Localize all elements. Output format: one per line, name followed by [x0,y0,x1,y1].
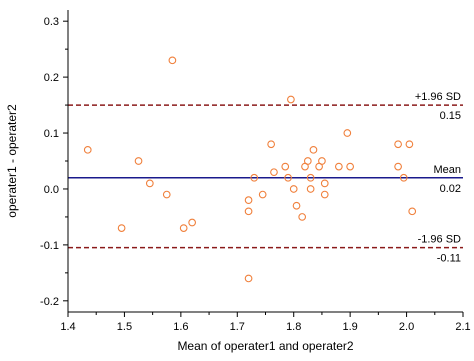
data-point [250,173,259,182]
y-tick-label: 0.3 [44,16,59,28]
data-point [117,224,126,232]
x-tick-label: 1.4 [60,321,75,333]
y-tick-label: 0.1 [44,128,59,140]
reference-lines-group [68,104,463,249]
x-axis-label: Mean of operater1 and operater2 [177,339,353,353]
data-point [284,173,292,182]
data-point [298,213,307,221]
x-tick-label: 1.7 [230,321,245,333]
data-point [289,185,298,193]
data-point [83,145,92,154]
data-point [335,162,343,171]
reference-value-1-96-sd: 0.15 [440,110,461,122]
reference-value-1-96-sd: -0.11 [437,253,461,265]
data-point [270,168,278,177]
reference-labels-group: +1.96 SD 0.15 Mean 0.02 -1.96 SD -0.11 [415,91,461,265]
reference-label-1-96-sd: +1.96 SD [415,91,461,103]
data-point [399,173,408,182]
reference-label-mean: Mean [433,164,461,176]
data-point [394,162,402,171]
x-tick-label: 1.6 [173,321,188,333]
data-point [408,207,417,216]
data-point [309,145,318,154]
x-tick-label: 2.1 [455,321,470,333]
data-point [318,157,326,165]
x-tick-label: 1.5 [117,321,132,333]
y-tick-label: -0.2 [40,296,59,308]
data-point [405,140,414,149]
y-ticks-group: -0.2 -0.1 0.0 0.1 0.2 0.3 [40,16,68,308]
data-point [179,224,188,232]
data-point [320,179,329,188]
data-point [306,173,315,182]
axes-group [67,10,463,313]
data-points-group [83,56,417,283]
y-tick-label: -0.1 [40,240,59,252]
data-point [287,95,295,104]
data-point [346,162,354,171]
data-point [244,207,253,216]
reference-value-mean: 0.02 [440,183,461,195]
x-tick-label: 1.8 [286,321,301,333]
data-point [303,157,312,165]
data-point [281,162,290,171]
x-ticks-group: 1.4 1.5 1.6 1.7 1.8 1.9 2.0 2.1 [60,312,471,333]
data-point [267,140,275,149]
data-point [258,190,267,199]
data-point [292,201,301,210]
data-point [343,129,352,137]
data-point [244,274,253,283]
data-point [306,185,315,193]
data-point [145,179,154,188]
y-tick-label: 0.0 [44,184,59,196]
data-point [168,56,177,65]
data-point [188,218,196,227]
data-point [244,196,253,204]
data-point [394,140,402,149]
data-point [134,157,143,165]
y-tick-label: 0.2 [44,72,59,84]
y-axis-label: operater1 - operater2 [5,104,19,218]
data-point [162,190,171,199]
reference-label-1-96-sd: -1.96 SD [418,234,461,246]
data-point [320,190,329,199]
x-tick-label: 2.0 [399,321,414,333]
x-tick-label: 1.9 [342,321,357,333]
